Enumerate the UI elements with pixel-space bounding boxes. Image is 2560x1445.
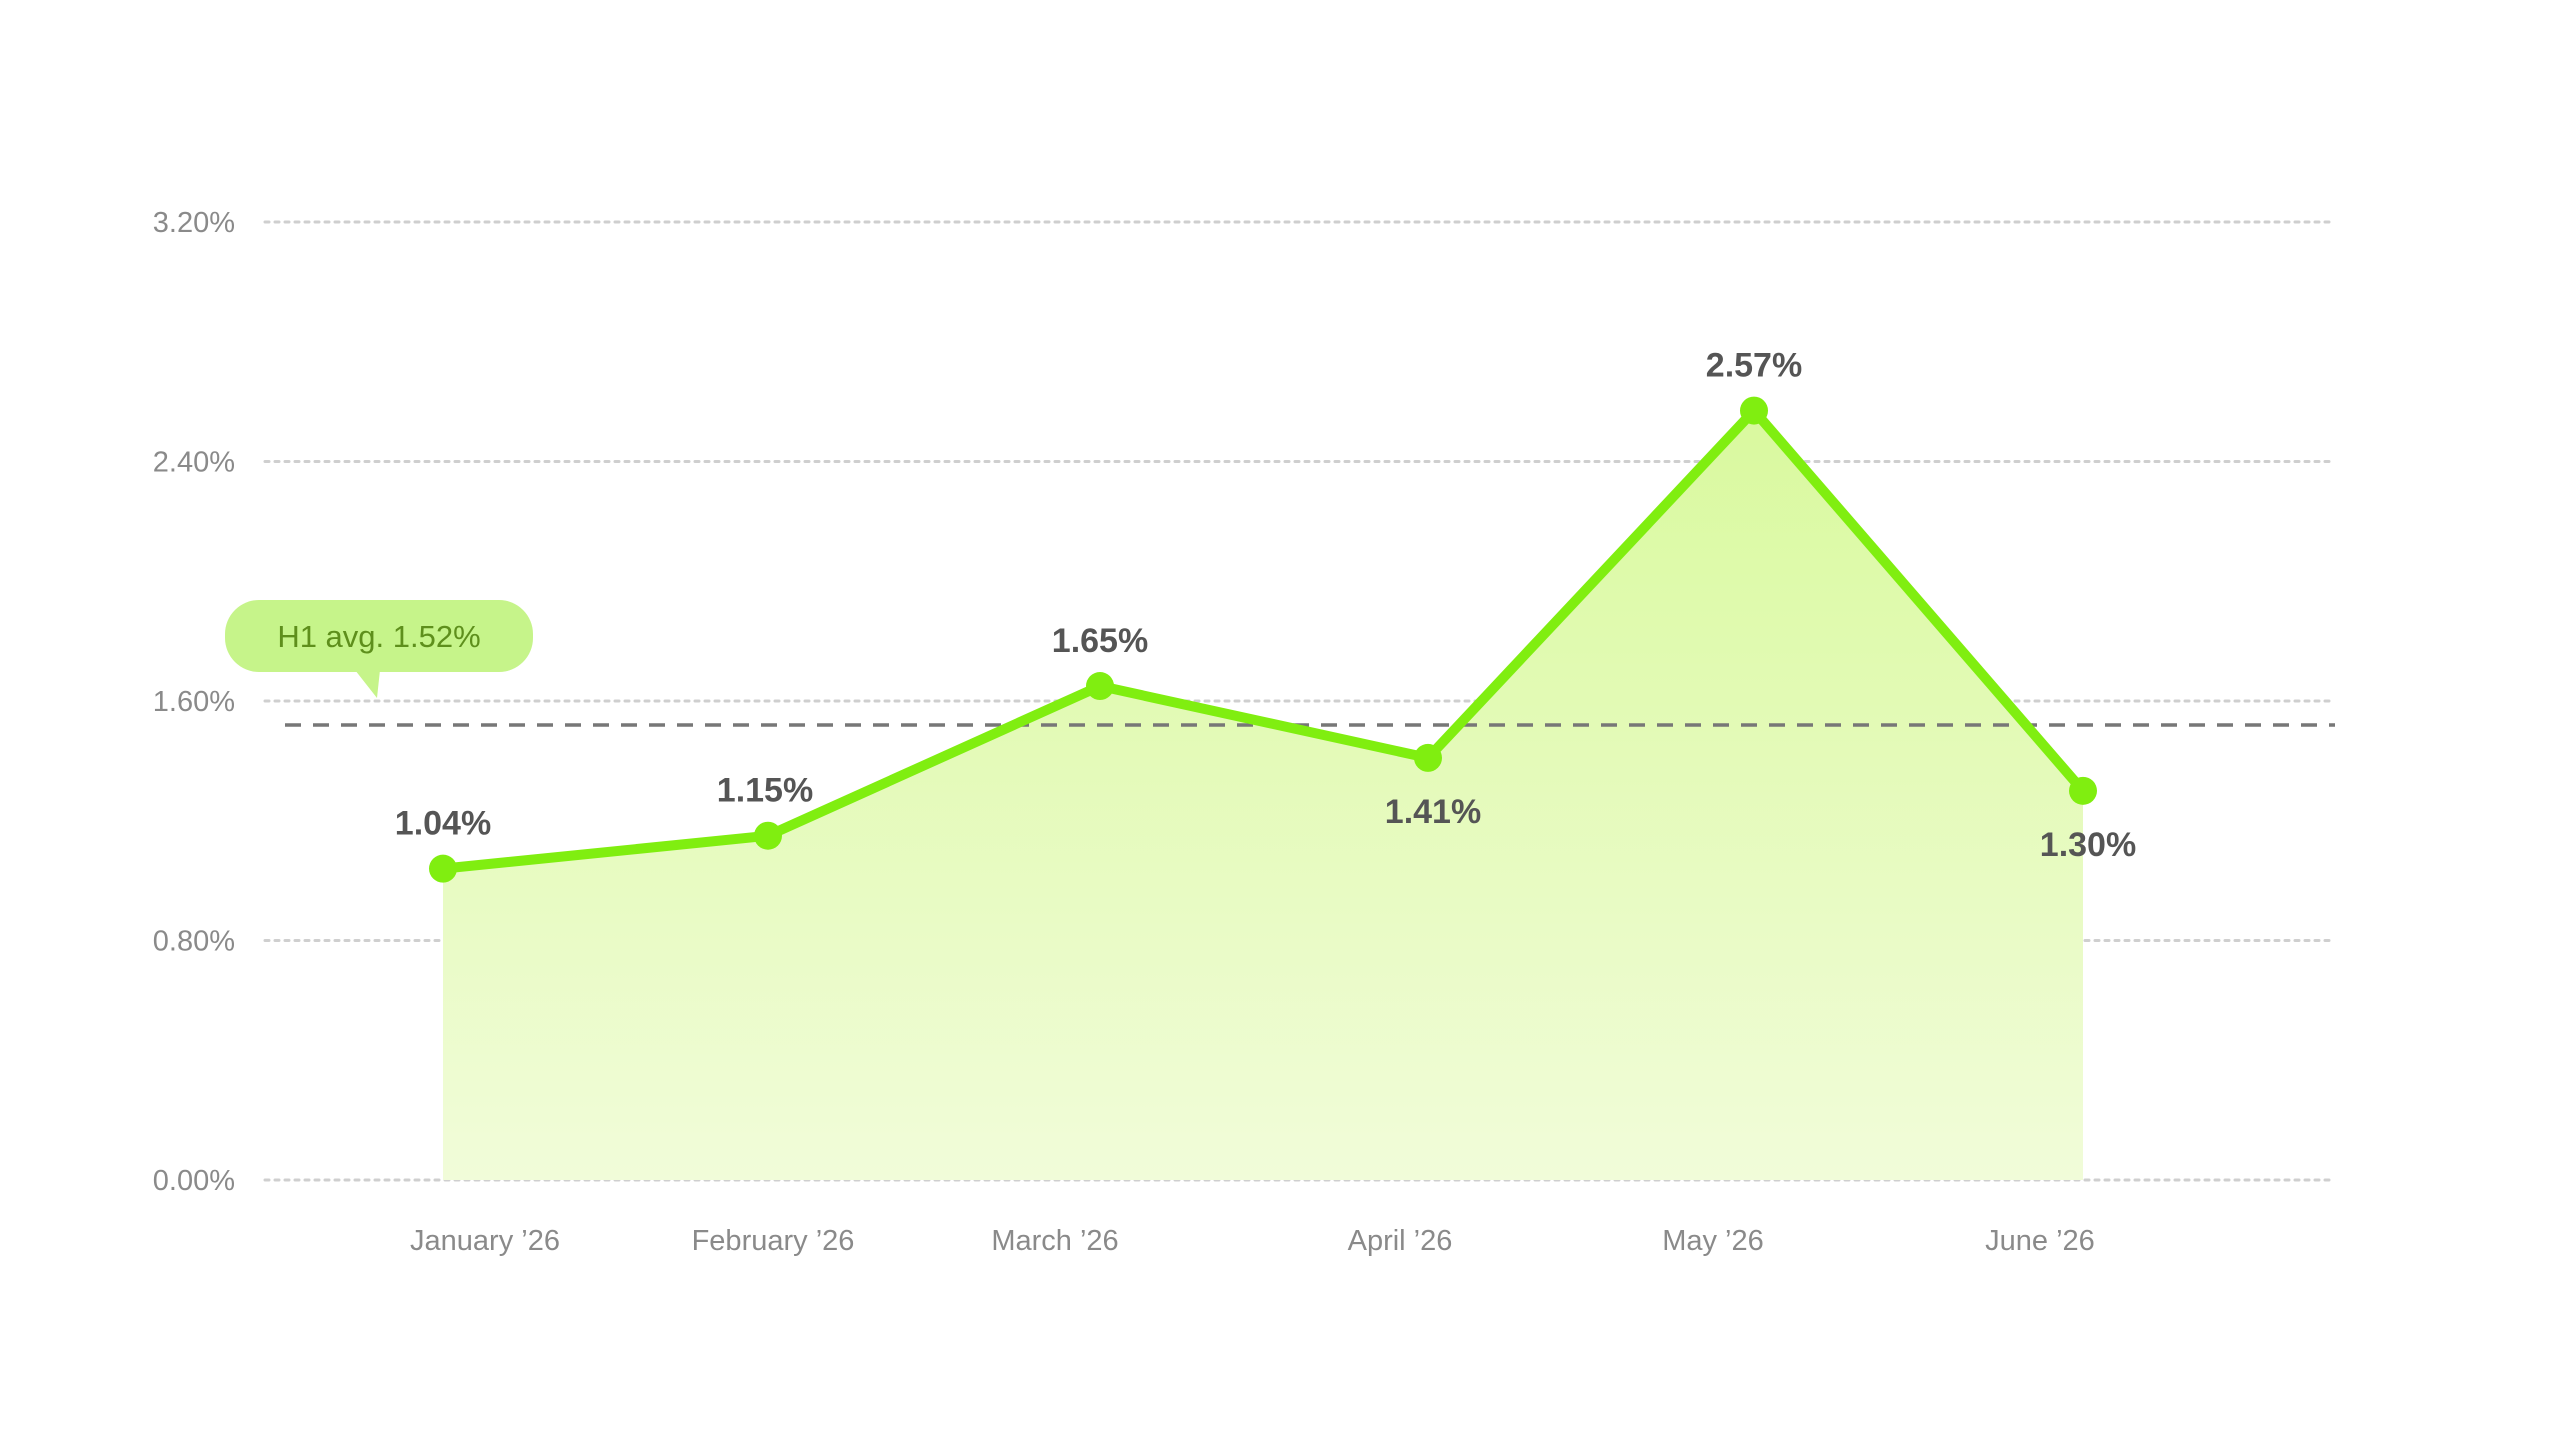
label-layer: 0.00% 0.80% 1.60% 2.40% 3.20% January ’26 Febr… xyxy=(153,207,2136,1257)
x-tick-label: June ’26 xyxy=(1985,1225,2095,1257)
data-label: 1.41% xyxy=(1385,793,1481,831)
average-badge-background xyxy=(225,600,533,672)
data-point xyxy=(1086,672,1114,701)
x-tick-label: February ’26 xyxy=(692,1225,855,1257)
data-label: 1.04% xyxy=(395,805,491,843)
series-line-layer xyxy=(429,396,2097,883)
area-layer xyxy=(443,410,2083,1180)
data-point xyxy=(754,821,782,850)
data-label: 1.30% xyxy=(2040,826,2136,864)
series-area xyxy=(443,410,2083,1180)
reference-line-layer: H1 avg. 1.52% xyxy=(225,600,2335,727)
data-point xyxy=(429,854,457,883)
series-line xyxy=(438,405,2088,874)
average-badge-pointer xyxy=(355,670,380,698)
y-tick-label: 1.60% xyxy=(153,686,235,718)
data-label: 2.57% xyxy=(1706,347,1802,385)
data-point xyxy=(1414,743,1442,772)
x-tick-label: January ’26 xyxy=(410,1225,560,1257)
data-point xyxy=(1740,396,1768,425)
y-tick-label: 2.40% xyxy=(153,447,235,479)
data-point xyxy=(2069,776,2097,805)
y-tick-label: 0.80% xyxy=(153,926,235,958)
y-tick-label: 3.20% xyxy=(153,207,235,239)
average-badge: H1 avg. 1.52% xyxy=(225,600,533,698)
x-tick-label: March ’26 xyxy=(991,1225,1118,1257)
data-label: 1.65% xyxy=(1052,622,1148,660)
average-badge-label: H1 avg. 1.52% xyxy=(277,619,480,654)
data-label: 1.15% xyxy=(717,772,813,810)
x-tick-label: April ’26 xyxy=(1348,1225,1453,1257)
x-tick-label: May ’26 xyxy=(1662,1225,1764,1257)
y-tick-label: 0.00% xyxy=(153,1165,235,1197)
